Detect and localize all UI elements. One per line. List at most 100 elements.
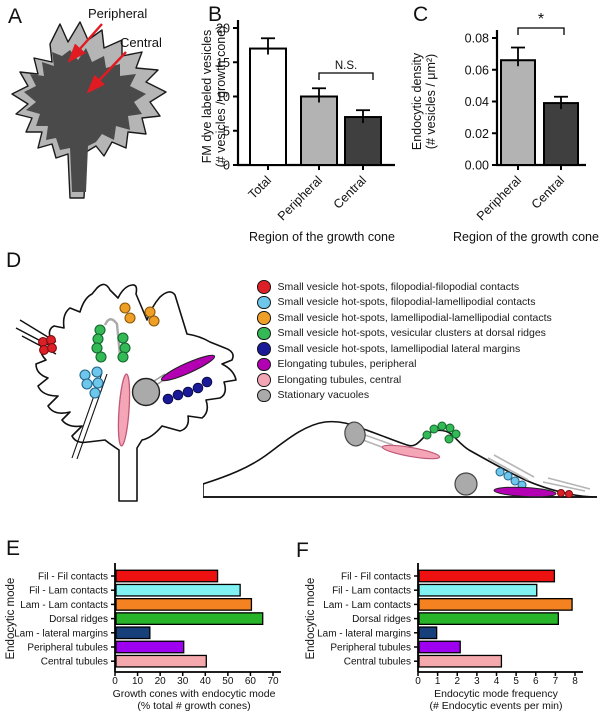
bar xyxy=(418,654,503,668)
chart-endocytic-density: 0.00 0.02 0.04 0.06 0.08 Peripheral Central * En… xyxy=(410,11,599,244)
legend-color-dot xyxy=(257,326,271,340)
legend-color-dot xyxy=(257,357,271,371)
category-label: Central tubules xyxy=(344,657,411,668)
x-axis-title: Region of the growth cone xyxy=(249,230,395,244)
bar xyxy=(115,598,253,611)
legend-item: Elongating tubules, central xyxy=(257,372,552,388)
legend-item: Small vesicle hot-spots, lamellipodial l… xyxy=(257,341,552,357)
x-tick-label: 50 xyxy=(222,676,234,687)
navy-hotspot-dots xyxy=(162,376,213,405)
peripheral-arrow xyxy=(67,23,103,63)
growth-cone-schematic: Peripheral Central xyxy=(11,6,167,199)
bar xyxy=(115,654,207,668)
sideview-pink-tubule xyxy=(381,444,441,460)
x-tick-label: 0 xyxy=(112,676,118,687)
category-label: Lam - Lam contacts xyxy=(323,600,411,611)
endocytosis-sideview-drawing xyxy=(203,420,598,498)
panel-label-f: F xyxy=(296,539,309,562)
sideview-vacuole-2 xyxy=(454,472,478,496)
x-tick-label: 0 xyxy=(415,676,421,687)
chart-endocytic-mode-frequency: Fil - Fil contacts Fil - Lam contacts Lam … xyxy=(305,563,583,711)
central-region-shape xyxy=(24,48,146,192)
y-tick-label: 15 xyxy=(216,56,230,70)
y-axis-title: (# vesicles / μm²) xyxy=(424,54,438,149)
significance-bracket xyxy=(318,72,374,80)
sideview-green-dots xyxy=(422,421,461,444)
x-tick-label: 6 xyxy=(533,676,539,687)
bar xyxy=(418,598,573,611)
category-label: Lam - Lam contacts xyxy=(20,600,108,611)
skyblue-hotspot-dots xyxy=(79,366,104,399)
central-label: Central xyxy=(120,35,162,50)
bar xyxy=(418,626,438,640)
bar xyxy=(115,626,151,640)
x-tick-label: 2 xyxy=(454,676,460,687)
category-label: Dorsal ridges xyxy=(49,614,108,625)
bar xyxy=(115,569,219,583)
legend-color-dot xyxy=(257,311,271,325)
pink-tubule xyxy=(117,373,131,447)
x-tick-label: 8 xyxy=(572,676,578,687)
legend-label: Elongating tubules, central xyxy=(277,373,402,386)
bar xyxy=(344,116,382,167)
y-tick-label: 0.00 xyxy=(465,159,489,173)
x-axis-title: (% total # growth cones) xyxy=(137,700,250,711)
category-label: Dorsal ridges xyxy=(352,614,411,625)
y-tick-label: 0 xyxy=(223,159,230,173)
legend-item: Elongating tubules, peripheral xyxy=(257,357,552,373)
y-tick-label: 0.04 xyxy=(465,95,489,109)
bar xyxy=(115,612,264,625)
legend-item: Small vesicle hot-spots, filopodial-lame… xyxy=(257,295,552,311)
bar xyxy=(115,583,241,597)
category-label: Fil - Lam contacts xyxy=(332,586,411,597)
y-tick-label: 0.06 xyxy=(465,63,489,77)
region-annotations: Peripheral Central xyxy=(67,6,162,94)
sideview-filopodia xyxy=(362,434,591,492)
red-hotspot-dots xyxy=(38,335,57,355)
bar xyxy=(418,583,538,597)
category-label: Central tubules xyxy=(41,657,108,668)
category-label: Central xyxy=(331,173,369,211)
bar xyxy=(418,612,559,625)
legend-item: Stationary vacuoles xyxy=(257,388,552,404)
x-axis-title: Growth cones with endocytic mode xyxy=(113,688,276,700)
significance-label: * xyxy=(538,11,544,28)
y-axis-title: FM dye labeled vesicles xyxy=(200,30,214,163)
dorsal-ridge-line xyxy=(103,318,122,357)
significance-bracket xyxy=(517,27,565,35)
legend-item: Small vesicle hot-spots, lamellipodial-l… xyxy=(257,310,552,326)
x-tick-label: 10 xyxy=(132,676,144,687)
central-arrow xyxy=(86,51,127,94)
category-label: Total xyxy=(246,173,275,202)
sideview-red-dots xyxy=(557,489,573,498)
bar xyxy=(418,640,461,654)
endocytic-mode-legend: Small vesicle hot-spots, filopodial-filo… xyxy=(257,279,552,403)
endocytosis-topview-drawing xyxy=(15,283,237,502)
sideview-profile xyxy=(203,420,598,498)
bar xyxy=(249,47,287,166)
sideview-magenta-tubule xyxy=(493,486,557,498)
x-tick-label: 70 xyxy=(267,676,279,687)
legend-label: Small vesicle hot-spots, filopodial-lame… xyxy=(277,296,536,309)
legend-color-dot xyxy=(257,280,271,294)
stationary-vacuole xyxy=(131,377,161,407)
y-axis-title: Endocytic density xyxy=(410,52,424,150)
x-axis-title: Endocytic mode frequency xyxy=(434,688,558,700)
chart-fm-dye-vesicles: 0 5 10 15 20 Total Peripheral Central N.S. FM dye… xyxy=(200,20,395,244)
magenta-tubule xyxy=(160,354,216,382)
legend-label: Small vesicle hot-spots, lamellipodial l… xyxy=(277,342,521,355)
category-label: Fil - Lam contacts xyxy=(29,586,108,597)
sideview-skyblue-dots xyxy=(495,467,527,490)
bar xyxy=(500,59,536,166)
y-tick-label: 0.08 xyxy=(465,32,489,46)
legend-label: Small vesicle hot-spots, vesicular clust… xyxy=(277,327,546,340)
category-label: Peripheral xyxy=(275,173,325,223)
x-axis-title: Region of the growth cone xyxy=(453,230,599,244)
legend-color-dot xyxy=(257,373,271,387)
category-label: Fil - Fil contacts xyxy=(38,572,108,583)
y-tick-label: 5 xyxy=(223,124,230,138)
category-label: Lam - lateral margins xyxy=(14,628,108,639)
x-tick-label: 7 xyxy=(553,676,559,687)
y-axis-title: (# vesicles / growth cone) xyxy=(214,26,228,168)
panel-label-b: B xyxy=(208,3,223,26)
